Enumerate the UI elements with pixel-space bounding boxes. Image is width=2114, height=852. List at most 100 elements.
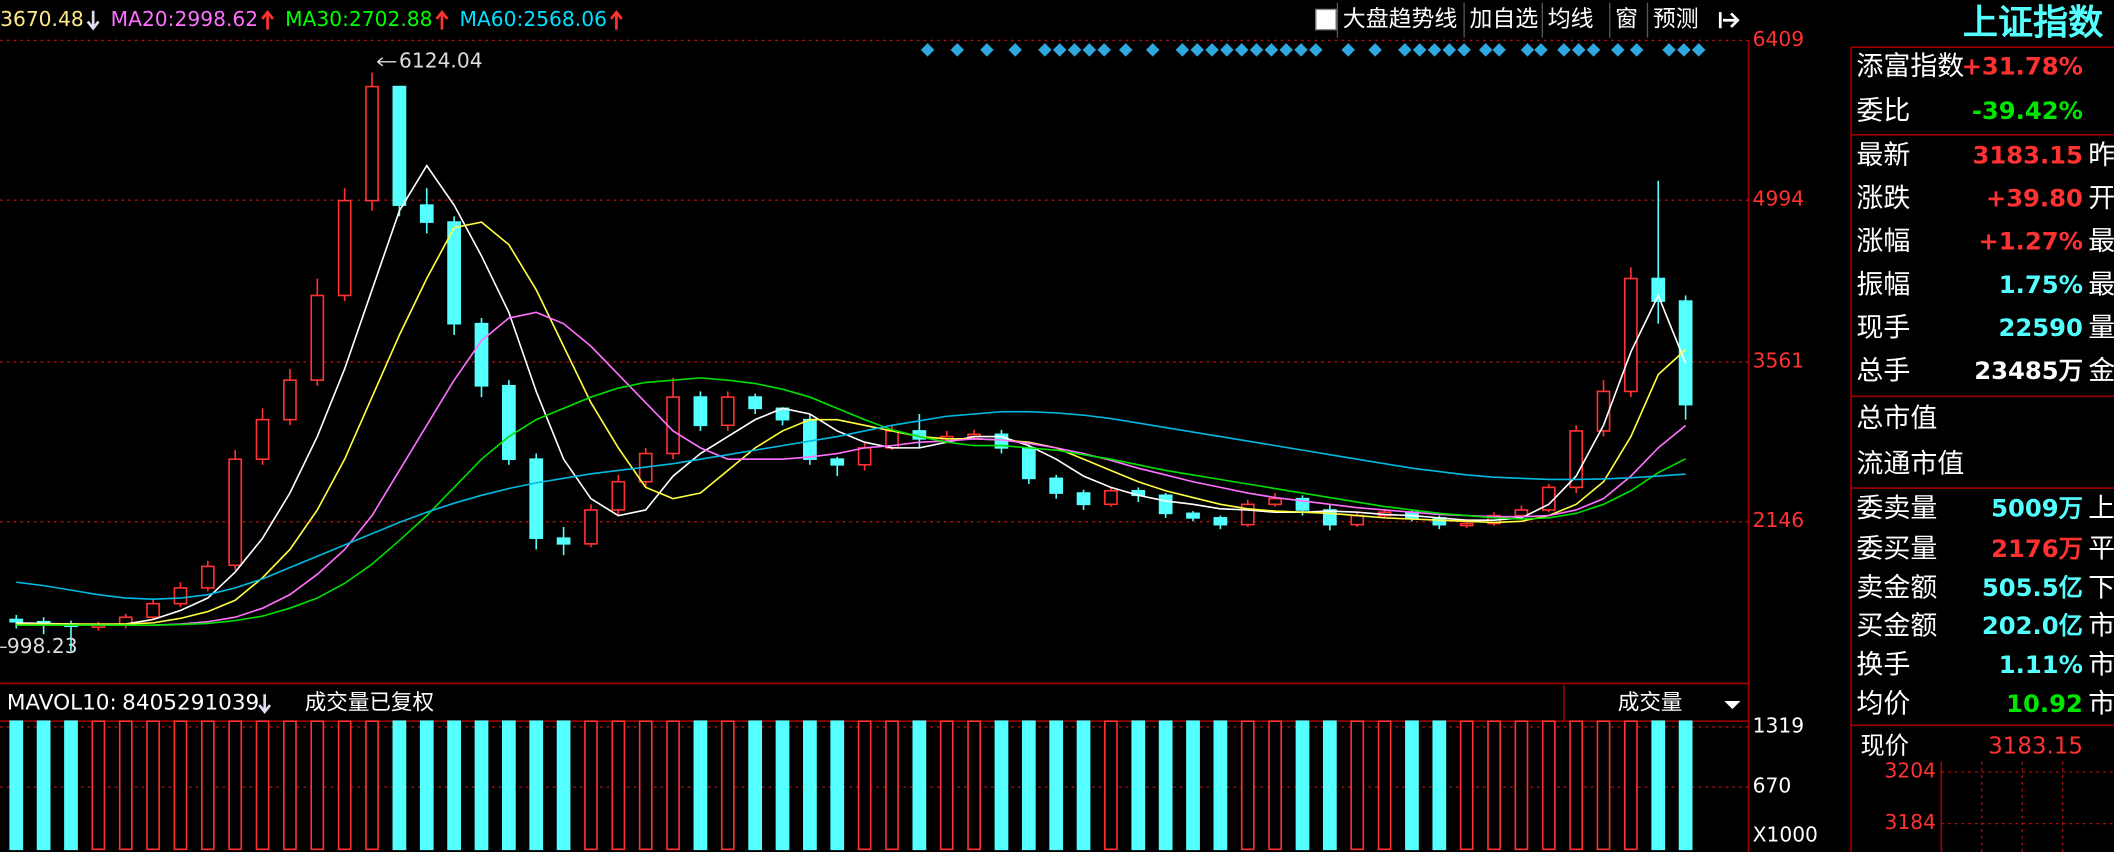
volume-bar [310, 720, 325, 851]
quote-label: 流通市值 [1856, 449, 1964, 480]
candle-body [255, 418, 270, 460]
volume-bar [337, 720, 352, 851]
legend-value: 3670.48 [0, 7, 84, 31]
candle-body [1186, 512, 1200, 519]
mini-tick-label: 3204 [1884, 758, 1935, 782]
volume-bar [36, 720, 51, 851]
volume-bar [419, 720, 434, 851]
volume-bar [1158, 720, 1173, 851]
quote-value: 202.0亿 [1982, 611, 2083, 640]
quote-suffix: 市 [2088, 610, 2114, 641]
checkbox[interactable] [1315, 8, 1337, 31]
indicator-label: MAVOL10: 8405291039 [7, 691, 259, 716]
volume-bar [638, 720, 653, 851]
signal-diamond [1691, 43, 1706, 57]
signal-diamond [1309, 43, 1323, 57]
toolbar-button[interactable]: 预测 [1653, 7, 1699, 33]
max-label: 6124.04 [399, 48, 483, 72]
volume-bar [939, 720, 954, 851]
mini-label: 现价 [1860, 731, 1909, 760]
volume-bar [1076, 720, 1091, 851]
candle-body [474, 322, 489, 387]
signal-diamond [1677, 43, 1691, 57]
legend-entry: MA30:2702.88 [285, 7, 432, 31]
volume-bar [1651, 720, 1666, 851]
candle-body [1049, 477, 1064, 494]
y-tick-label: 4994 [1753, 187, 1804, 211]
collapse-icon[interactable] [1718, 12, 1740, 29]
max-arrow [377, 57, 397, 67]
signal-diamond [1145, 43, 1160, 57]
indicator-selector[interactable]: 成交量 [1618, 691, 1683, 716]
volume-bar [1514, 720, 1529, 851]
candle-body [447, 221, 462, 325]
candle-body [693, 396, 708, 427]
quote-suffix: 最 [2088, 269, 2114, 300]
quote-value: 1.75% [1999, 270, 2083, 299]
quote-value: 2176万 [1991, 534, 2083, 563]
volume-bar [1487, 720, 1501, 851]
candle-body [1624, 277, 1638, 393]
volume-bar [885, 720, 899, 851]
volume-bar [1322, 720, 1337, 851]
volume-bar [1678, 720, 1693, 851]
volume-bar [912, 720, 927, 851]
candle-body [1569, 430, 1584, 489]
volume-bar [1569, 720, 1584, 851]
quote-suffix: 下 [2088, 573, 2114, 604]
toolbar-button[interactable]: 窗 [1615, 7, 1638, 33]
trend-arrow [86, 10, 100, 31]
volume-bar [611, 720, 626, 851]
candle-body [1651, 277, 1666, 302]
candle-body [1104, 489, 1118, 506]
volume-bar [748, 720, 763, 851]
quote-suffix: 平 [2088, 534, 2114, 565]
quote-label: 现手 [1856, 312, 1910, 343]
candle-body [1350, 514, 1365, 526]
volume-bar [9, 720, 24, 851]
volume-bar [1186, 720, 1200, 851]
quote-value: 10.92 [2006, 689, 2083, 718]
volume-bar [529, 720, 544, 851]
axis-unit: X1000 [1753, 822, 1818, 846]
volume-bar [255, 720, 270, 851]
quote-suffix: 昨 [2088, 140, 2114, 171]
toolbar-button[interactable]: 加自选 [1470, 7, 1539, 33]
candle-body [365, 85, 379, 202]
candle-body [1678, 300, 1693, 406]
volume-bar [1432, 720, 1447, 851]
quote-value: +31.78% [1962, 51, 2083, 80]
quote-value: +1.27% [1978, 227, 2082, 256]
candle-body [803, 418, 817, 460]
candle-body [1213, 517, 1228, 526]
y-tick-label: 670 [1753, 774, 1792, 798]
min-label: 998.23 [7, 634, 78, 658]
signal-diamond [1520, 43, 1535, 57]
moving-average-line [16, 164, 1687, 626]
volume-bar [584, 720, 598, 851]
quote-label: 委卖量 [1856, 493, 1937, 524]
toolbar-button[interactable]: 均线 [1548, 7, 1594, 33]
signal-diamond [1557, 43, 1571, 57]
candle-body [584, 509, 598, 545]
volume-bar [666, 720, 680, 851]
dropdown-arrow[interactable] [1724, 701, 1741, 710]
volume-bar [1459, 720, 1474, 851]
candle-body [830, 458, 845, 466]
quote-value: 22590 [1999, 313, 2083, 342]
quote-label: 涨跌 [1856, 183, 1910, 214]
volume-bar [1350, 720, 1365, 851]
signal-diamond [1412, 43, 1427, 57]
moving-average-line [16, 410, 1686, 600]
mini-price: 3183.15 [1988, 733, 2083, 759]
signal-diamond [1442, 43, 1457, 57]
candle-body [857, 447, 872, 466]
volume-bar [173, 720, 188, 851]
volume-bar [228, 720, 243, 851]
volume-bar [200, 720, 215, 851]
toolbar-button[interactable]: 大盘趋势线 [1343, 7, 1458, 33]
candle-body [146, 602, 160, 619]
volume-bar [830, 720, 845, 851]
